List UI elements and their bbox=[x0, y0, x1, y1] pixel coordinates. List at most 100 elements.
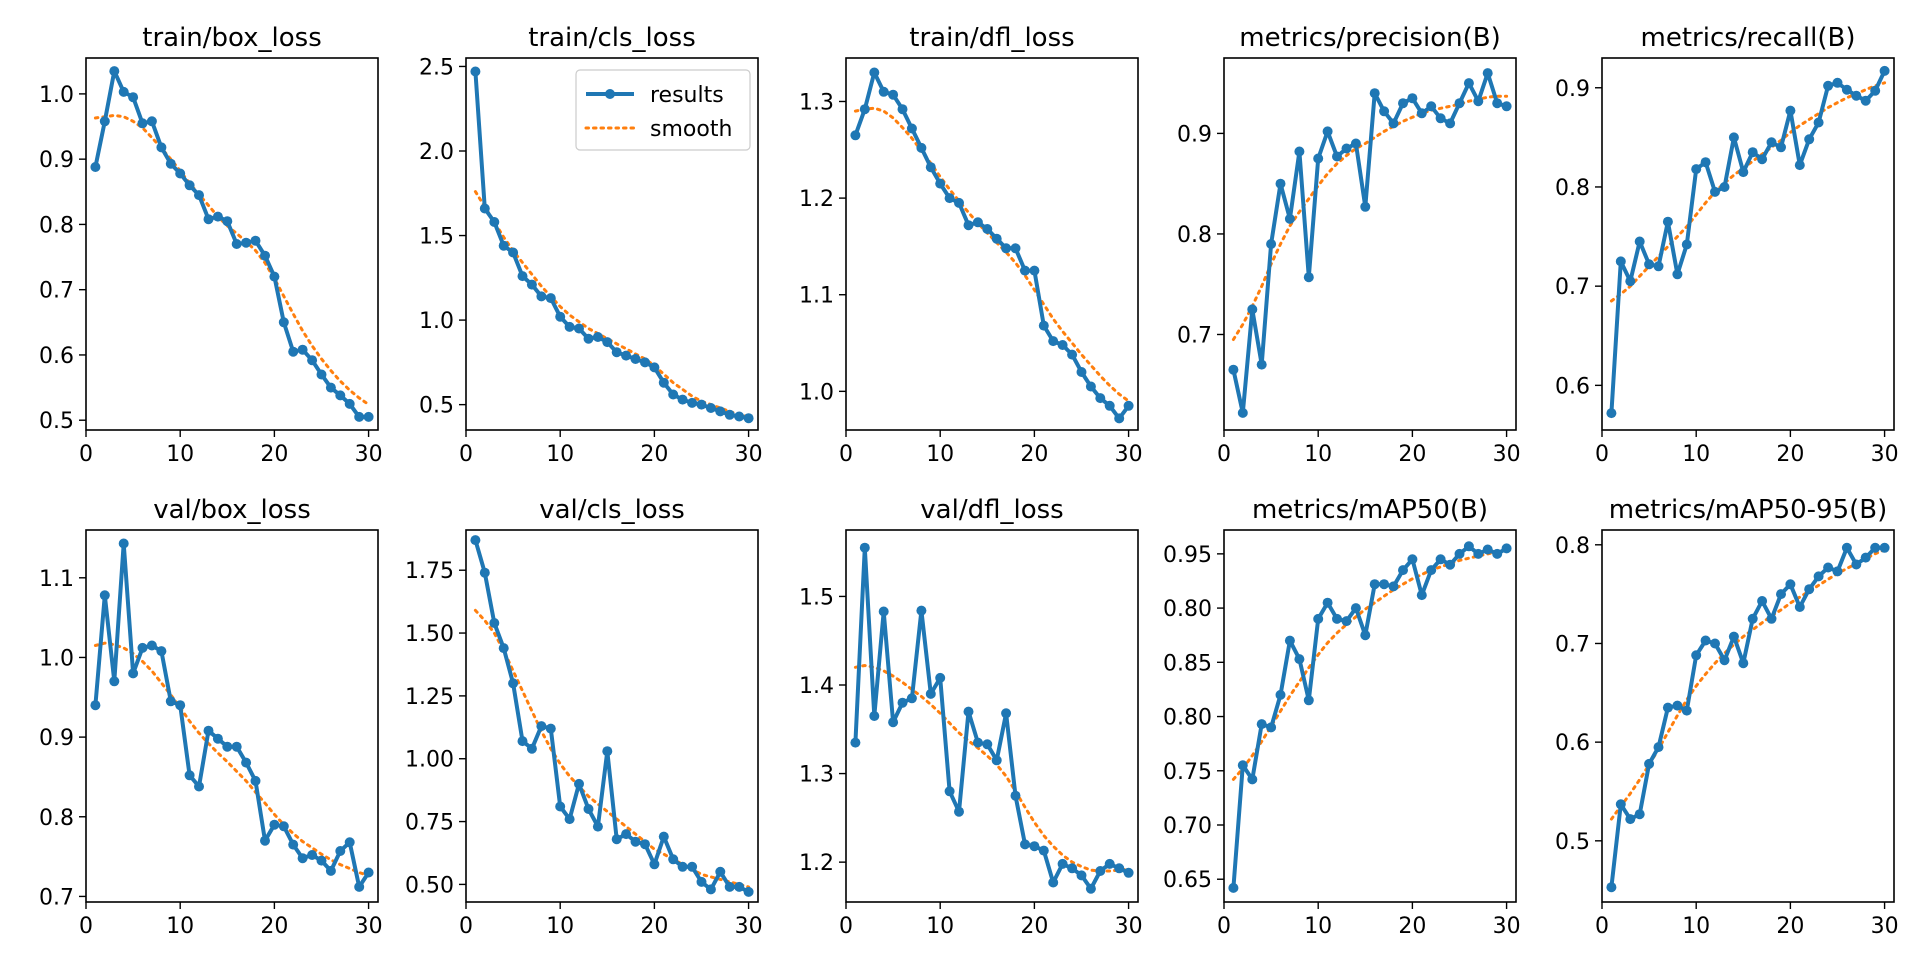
axes-frame bbox=[1601, 57, 1895, 431]
results-point bbox=[972, 737, 983, 748]
y-tick-label: 1.75 bbox=[405, 559, 454, 584]
results-point bbox=[1728, 631, 1739, 642]
y-tick-label: 0.6 bbox=[1555, 374, 1590, 399]
plot-area bbox=[850, 542, 1134, 894]
results-point bbox=[705, 403, 716, 413]
results-point bbox=[1247, 774, 1258, 785]
results-point bbox=[1644, 758, 1655, 769]
results-point bbox=[1332, 613, 1342, 624]
results-point bbox=[734, 411, 745, 422]
results-point bbox=[1416, 108, 1427, 119]
series-smooth-line bbox=[93, 641, 371, 878]
results-point bbox=[146, 640, 157, 651]
results-point bbox=[1501, 101, 1512, 112]
results-point bbox=[1275, 178, 1286, 189]
results-point bbox=[859, 104, 870, 115]
results-point bbox=[1407, 554, 1418, 565]
panel-title: metrics/recall(B) bbox=[1641, 23, 1856, 53]
results-point bbox=[212, 211, 223, 222]
results-point bbox=[1407, 93, 1418, 104]
results-point bbox=[1076, 367, 1087, 377]
results-point bbox=[1266, 239, 1277, 249]
results-point bbox=[906, 693, 917, 704]
results-point bbox=[1747, 613, 1758, 624]
results-point bbox=[1691, 650, 1702, 661]
x-tick-label: 0 bbox=[1595, 914, 1609, 939]
results-point bbox=[297, 344, 308, 355]
results-point bbox=[1738, 658, 1749, 669]
y-tick-label: 1.5 bbox=[419, 225, 454, 250]
results-point bbox=[574, 323, 584, 334]
results-point bbox=[1228, 882, 1239, 893]
panel-val-dfl-loss: val/dfl_loss 0 10 20 30 1.2 1.3 1.4 1.5 bbox=[799, 495, 1143, 939]
results-point bbox=[630, 836, 641, 847]
results-point bbox=[1615, 256, 1626, 267]
results-point bbox=[260, 835, 270, 846]
results-point bbox=[212, 733, 223, 744]
results-point bbox=[1606, 882, 1617, 893]
results-point bbox=[1294, 654, 1305, 665]
results-point bbox=[705, 884, 716, 895]
results-point bbox=[621, 829, 632, 840]
results-point bbox=[1634, 236, 1645, 247]
results-point bbox=[1766, 613, 1777, 624]
results-point bbox=[288, 346, 299, 357]
results-point bbox=[194, 190, 204, 201]
plot-area bbox=[470, 535, 754, 897]
y-tick-label: 0.9 bbox=[39, 726, 74, 751]
results-point bbox=[325, 382, 336, 393]
results-point bbox=[649, 859, 660, 870]
panel-title: metrics/precision(B) bbox=[1239, 23, 1500, 53]
results-point bbox=[470, 66, 481, 77]
results-point bbox=[1350, 603, 1361, 614]
plot-area bbox=[1228, 541, 1512, 893]
legend: results smooth bbox=[575, 69, 751, 151]
x-tick-label: 20 bbox=[1020, 914, 1048, 939]
results-point bbox=[222, 741, 233, 752]
x-tick-label: 20 bbox=[1020, 442, 1048, 467]
results-point bbox=[479, 203, 490, 214]
y-tick-label: 0.8 bbox=[1555, 534, 1590, 559]
results-point bbox=[743, 413, 754, 424]
results-point bbox=[1501, 543, 1512, 554]
x-tick-label: 20 bbox=[1776, 914, 1804, 939]
x-tick-label: 0 bbox=[839, 442, 853, 467]
results-point bbox=[1360, 201, 1371, 212]
panel-metrics-precision-b: metrics/precision(B) 0 10 20 30 0.7 0.8 0.9 bbox=[1177, 23, 1521, 467]
results-point bbox=[526, 743, 537, 754]
y-tick-label: 0.7 bbox=[1555, 632, 1590, 657]
results-point bbox=[1681, 239, 1692, 250]
results-point bbox=[156, 142, 167, 153]
y-tick-label: 1.2 bbox=[799, 851, 834, 876]
y-tick-label: 1.50 bbox=[405, 622, 454, 647]
x-tick-label: 0 bbox=[1595, 442, 1609, 467]
results-point bbox=[1860, 95, 1871, 106]
series-smooth-line bbox=[473, 608, 751, 889]
x-tick-label: 10 bbox=[1682, 914, 1710, 939]
y-tick-label: 1.0 bbox=[39, 646, 74, 671]
results-point bbox=[1445, 118, 1456, 129]
results-point bbox=[354, 411, 365, 422]
results-point bbox=[165, 158, 176, 169]
results-point bbox=[1870, 85, 1881, 96]
x-tick-label: 10 bbox=[1304, 914, 1332, 939]
y-tick-label: 0.8 bbox=[1555, 176, 1590, 201]
results-point bbox=[1681, 705, 1692, 716]
results-point bbox=[508, 678, 519, 689]
results-point bbox=[1738, 167, 1749, 178]
results-point bbox=[1360, 630, 1371, 641]
plot-area bbox=[90, 538, 374, 892]
panel-val-cls-loss: val/cls_loss 0 10 20 30 0.50 0.75 1.00 1.25 1.50 1… bbox=[405, 495, 763, 939]
y-tick-label: 0.5 bbox=[1555, 830, 1590, 855]
axes-frame bbox=[85, 57, 379, 431]
results-point bbox=[1672, 269, 1683, 280]
y-tick-label: 2.0 bbox=[419, 140, 454, 165]
x-tick-label: 0 bbox=[459, 914, 473, 939]
results-point bbox=[363, 867, 374, 878]
y-tick-label: 1.1 bbox=[799, 284, 834, 309]
results-point bbox=[1038, 320, 1049, 331]
results-point bbox=[715, 866, 726, 877]
results-point bbox=[1020, 839, 1030, 850]
results-point bbox=[1038, 845, 1049, 856]
